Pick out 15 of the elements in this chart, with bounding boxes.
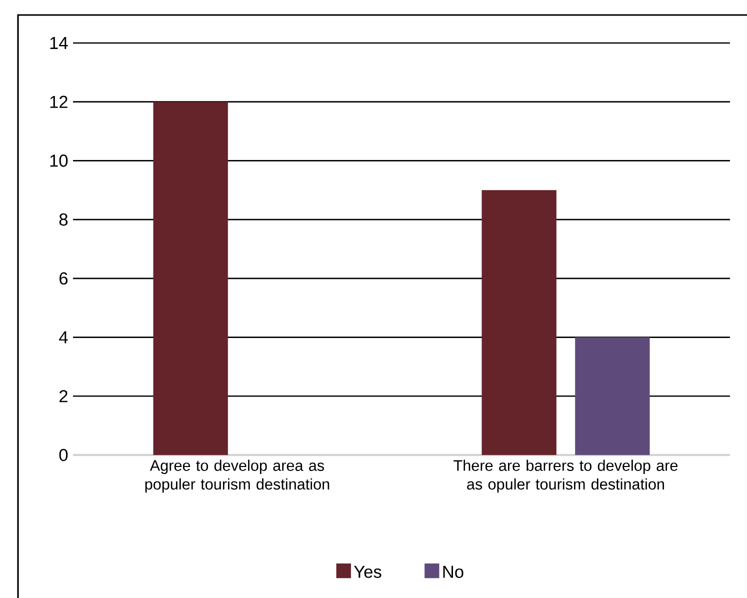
y-tick-label: 4 <box>59 331 68 344</box>
legend-label: No <box>443 566 464 578</box>
y-tick-label: 8 <box>59 213 68 226</box>
y-tick-label: 14 <box>50 37 68 49</box>
y-tick-label: 6 <box>60 272 68 285</box>
bar <box>153 102 228 455</box>
y-tick-label: 0 <box>59 448 68 462</box>
y-tick-label: 12 <box>50 96 68 108</box>
y-tick-label: 10 <box>50 154 68 167</box>
bar <box>482 190 556 455</box>
y-tick-label: 2 <box>60 390 68 402</box>
x-tick-label: There are barrers to develop are as opuler tourism destination <box>454 460 678 493</box>
legend-label: Yes <box>354 566 382 578</box>
bar <box>575 337 650 455</box>
x-tick-label: Agree to develop area as populer tourism destination <box>145 460 330 493</box>
